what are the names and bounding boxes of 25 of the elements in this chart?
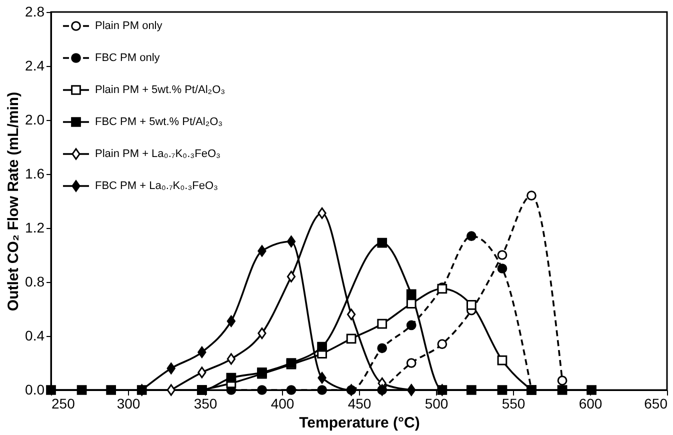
y-tick-label: 2.4 — [25, 58, 45, 74]
x-tick-label: 450 — [348, 396, 372, 412]
x-tick-label: 600 — [578, 396, 602, 412]
legend-label: Plain PM only — [95, 20, 163, 32]
x-tick-label: 500 — [424, 396, 448, 412]
x-tick-label: 400 — [270, 396, 294, 412]
y-tick-label: 0.4 — [25, 328, 45, 344]
x-tick-label: 550 — [502, 396, 526, 412]
legend-label: FBC PM + La₀.₇K₀.₃FeO₃ — [95, 180, 218, 192]
y-tick-label: 2.8 — [25, 4, 45, 20]
x-tick-label: 300 — [116, 396, 140, 412]
y-tick-label: 1.6 — [25, 166, 45, 182]
legend-label: FBC PM + 5wt.% Pt/Al₂O₃ — [95, 116, 223, 128]
x-axis-title: Temperature (°C) — [299, 414, 420, 432]
legend-label: Plain PM + 5wt.% Pt/Al₂O₃ — [95, 84, 226, 96]
legend-label: Plain PM + La₀.₇K₀.₃FeO₃ — [95, 148, 221, 160]
y-tick-label: 0.0 — [25, 382, 45, 398]
y-axis-title: Outlet CO₂ Flow Rate (mL/min) — [5, 92, 22, 312]
y-tick-label: 1.2 — [25, 220, 45, 236]
x-tick-label: 350 — [194, 396, 218, 412]
x-tick-label: 250 — [52, 396, 76, 412]
x-tick-label: 650 — [644, 396, 668, 412]
legend-label: FBC PM only — [95, 52, 160, 64]
y-tick-label: 0.8 — [25, 274, 45, 290]
y-tick-label: 2.0 — [25, 112, 45, 128]
